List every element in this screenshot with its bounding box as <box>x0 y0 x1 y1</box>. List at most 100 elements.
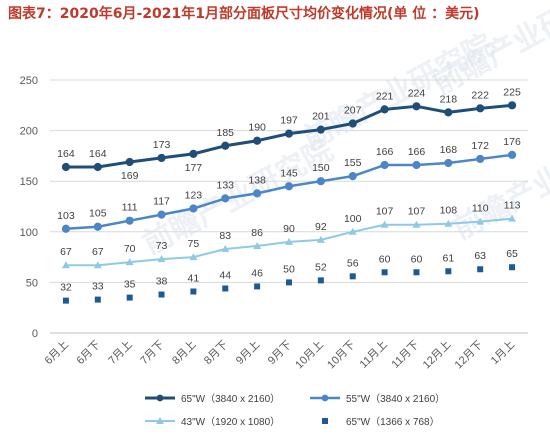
data-point <box>221 141 230 150</box>
y-tick-label: 0 <box>32 328 38 340</box>
data-label: 73 <box>156 240 168 252</box>
x-tick-label: 7月上 <box>106 338 135 367</box>
data-point <box>93 261 102 269</box>
data-label: 41 <box>188 273 200 285</box>
data-point <box>61 162 71 172</box>
y-axis: 0 50 100 150 200 250 <box>20 75 38 340</box>
x-tick-label: 12月下 <box>453 339 486 372</box>
data-label: 46 <box>251 267 263 279</box>
y-tick-label: 200 <box>20 126 38 138</box>
data-point <box>444 219 453 227</box>
legend-marker <box>156 417 164 424</box>
legend: 65"W（3840 x 2160） 55"W（3840 x 2160） 43"W（1… <box>145 393 445 428</box>
x-tick-label: 9月下 <box>266 339 294 367</box>
x-tick-label: 8月上 <box>169 338 198 367</box>
data-point <box>254 283 261 290</box>
data-point <box>348 119 357 128</box>
data-label: 176 <box>503 136 521 148</box>
x-tick-label: 8月下 <box>202 339 230 367</box>
data-point <box>476 104 485 113</box>
data-point <box>444 108 453 117</box>
series-markers <box>61 101 517 304</box>
data-label: 56 <box>347 257 359 269</box>
data-point <box>157 210 166 219</box>
data-label: 52 <box>315 261 327 273</box>
data-point <box>507 150 517 159</box>
data-label: 138 <box>248 174 266 186</box>
data-point <box>284 182 294 191</box>
x-tick-label: 11月上 <box>357 338 390 371</box>
data-label: 123 <box>185 190 203 202</box>
x-tick-label: 6月下 <box>75 339 103 367</box>
data-point <box>286 279 292 286</box>
data-point <box>317 277 324 284</box>
data-point <box>380 160 389 170</box>
data-point <box>348 172 357 181</box>
data-label: 190 <box>248 122 266 134</box>
data-label: 207 <box>344 105 362 117</box>
data-point <box>508 214 517 222</box>
watermark-text: 前瞻产业研究院 <box>297 28 499 157</box>
data-point <box>284 129 294 138</box>
x-tick-label: 7月下 <box>138 339 166 367</box>
data-label: 166 <box>408 146 426 158</box>
data-label: 44 <box>219 269 231 281</box>
data-labels: 164 164 169 173 177 185 190 197 201 207 221 224 218 2… <box>57 86 521 293</box>
data-point <box>189 253 198 261</box>
data-label: 218 <box>440 93 458 105</box>
data-point <box>158 291 165 298</box>
data-point <box>476 154 485 164</box>
data-label: 201 <box>312 111 330 123</box>
data-label: 108 <box>440 205 458 217</box>
data-label: 185 <box>217 127 235 139</box>
data-point <box>62 297 69 304</box>
data-point <box>253 241 262 249</box>
legend-label: 43"W（1920 x 1080） <box>181 416 280 428</box>
data-point <box>316 125 325 134</box>
x-tick-label: 10月上 <box>293 338 326 371</box>
data-point <box>412 160 421 170</box>
data-label: 33 <box>92 281 104 293</box>
data-label: 65 <box>506 248 518 260</box>
legend-label: 65"W（3840 x 2160） <box>181 393 280 405</box>
y-tick-label: 150 <box>20 176 38 188</box>
data-label: 90 <box>283 223 295 235</box>
x-axis: 6月上 6月下 7月上 7月下 8月上 8月下 9月上 9月下 10月上 10月下 11月上 11月下… <box>42 338 517 371</box>
legend-label: 65"W（1366 x 768） <box>346 416 440 428</box>
data-point <box>253 189 262 198</box>
legend-swatch <box>322 418 328 424</box>
data-point <box>189 149 198 158</box>
data-label: 100 <box>344 213 362 225</box>
data-label: 67 <box>60 246 72 258</box>
data-point <box>189 204 198 213</box>
data-label: 169 <box>121 170 139 182</box>
data-point <box>444 158 453 168</box>
data-label: 38 <box>156 276 168 288</box>
data-label: 173 <box>153 139 171 151</box>
data-label: 164 <box>89 148 107 160</box>
data-point <box>94 296 101 303</box>
x-tick-label: 1月上 <box>488 338 517 367</box>
data-label: 221 <box>376 90 394 102</box>
data-label: 172 <box>471 140 489 152</box>
data-label: 70 <box>124 243 136 255</box>
x-tick-label: 6月上 <box>42 338 71 367</box>
data-point <box>222 285 229 292</box>
data-point <box>476 217 485 225</box>
data-point <box>125 157 134 167</box>
data-label: 177 <box>185 162 203 174</box>
watermark-text: 前瞻产业研究院 <box>447 118 550 247</box>
data-point <box>125 216 134 225</box>
data-label: 60 <box>379 253 391 265</box>
data-point <box>413 269 420 276</box>
legend-marker <box>321 394 329 402</box>
x-tick-label: 12月上 <box>420 338 453 371</box>
data-label: 150 <box>312 162 330 174</box>
data-label: 61 <box>442 252 454 264</box>
data-point <box>190 288 197 295</box>
data-point <box>157 153 166 163</box>
legend-item: 43"W（1920 x 1080） <box>145 416 280 428</box>
legend-item: 55"W（3840 x 2160） <box>310 393 445 405</box>
data-label: 32 <box>60 282 72 294</box>
